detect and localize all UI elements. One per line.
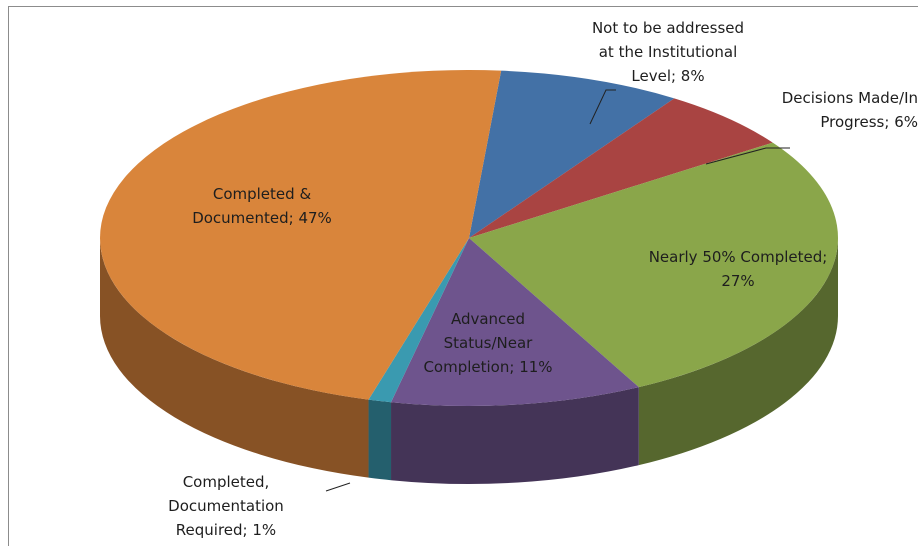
pie-slice-side <box>100 238 369 478</box>
pie-slice <box>391 238 639 406</box>
pie-slice-side <box>391 387 639 484</box>
pie-slice-side <box>368 399 392 481</box>
pie-slice <box>99 69 502 400</box>
pie-slice <box>469 98 773 238</box>
chart-border <box>8 6 918 546</box>
pie-slice <box>469 70 675 239</box>
leader-line <box>705 147 790 165</box>
data-label: Completed, Documentation Required; 1% <box>168 473 284 539</box>
pie-slice-side <box>638 238 838 466</box>
data-label: Nearly 50% Completed; 27% <box>648 248 828 290</box>
data-label: Completed & Documented; 47% <box>192 185 332 227</box>
data-label: Not to be addressed at the Institutional… <box>591 19 745 85</box>
leader-line <box>589 89 616 125</box>
data-label: Decisions Made/In Progress; 6% <box>781 89 918 131</box>
pie-slice <box>368 238 469 403</box>
leader-line <box>325 482 351 492</box>
pie-slice <box>469 142 838 388</box>
data-label: Advanced Status/Near Completion; 11% <box>423 310 553 376</box>
